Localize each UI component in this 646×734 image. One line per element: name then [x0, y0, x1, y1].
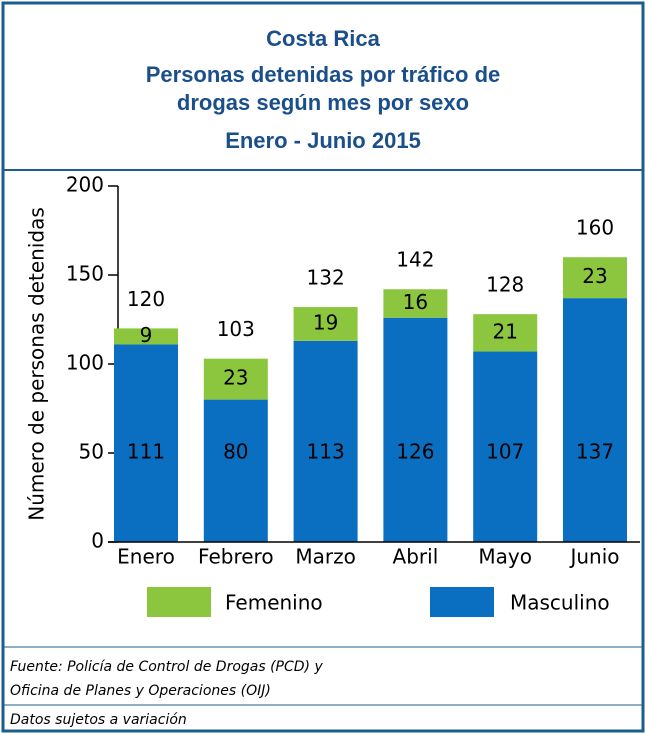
x-tick-label: Junio: [568, 545, 619, 569]
legend-label: Masculino: [510, 591, 610, 615]
bar-segment: [383, 317, 448, 542]
legend-label: Femenino: [225, 591, 323, 615]
value-label: 107: [486, 440, 524, 464]
chart-subtitle: Personas detenidas por tráfico de: [146, 62, 501, 87]
value-label: 126: [396, 440, 434, 464]
chart-title: Costa Rica: [266, 26, 380, 51]
y-tick-label: 50: [79, 440, 104, 464]
bar-segment: [293, 307, 358, 341]
value-label: 21: [492, 319, 517, 343]
bar-segment: [203, 399, 268, 542]
legend-swatch: [430, 587, 494, 617]
total-label: 103: [217, 317, 255, 341]
bar-segment: [203, 358, 268, 400]
value-label: 19: [313, 310, 338, 334]
y-tick-label: 150: [66, 262, 104, 286]
bar-segment: [563, 257, 627, 299]
note: Oficina de Planes y Operaciones (OIJ): [10, 683, 271, 699]
y-axis-label: Número de personas detenidas: [25, 207, 49, 521]
bar-segment: [293, 340, 358, 542]
total-label: 128: [486, 273, 524, 297]
value-label: 23: [223, 366, 248, 390]
bar-segment: [383, 289, 448, 318]
y-tick-label: 0: [91, 529, 104, 553]
total-label: 142: [396, 248, 434, 272]
value-label: 111: [127, 440, 165, 464]
value-label: 9: [140, 323, 153, 347]
y-tick-label: 100: [66, 351, 104, 375]
x-tick-label: Abril: [393, 545, 439, 569]
x-tick-label: Enero: [117, 545, 175, 569]
bar-segment: [114, 344, 178, 542]
chart-subtitle: drogas según mes por sexo: [177, 90, 469, 115]
value-label: 23: [582, 264, 607, 288]
bar-segment: [563, 298, 627, 542]
total-label: 160: [576, 216, 614, 240]
value-label: 113: [307, 440, 345, 464]
note: Datos sujetos a variación: [10, 712, 187, 728]
x-tick-label: Febrero: [198, 545, 274, 569]
y-tick-label: 200: [66, 173, 104, 197]
total-label: 120: [127, 287, 165, 311]
bar-segment: [473, 314, 538, 352]
value-label: 80: [223, 440, 248, 464]
value-label: 16: [403, 290, 428, 314]
bar-segment: [473, 351, 538, 542]
legend-swatch: [147, 587, 211, 617]
total-label: 132: [307, 266, 345, 290]
x-tick-label: Mayo: [478, 545, 532, 569]
x-tick-label: Marzo: [295, 545, 355, 569]
note: Fuente: Policía de Control de Drogas (PC…: [10, 659, 323, 675]
value-label: 137: [576, 440, 614, 464]
bar-segment: [114, 328, 178, 345]
chart-period: Enero - Junio 2015: [225, 128, 421, 153]
